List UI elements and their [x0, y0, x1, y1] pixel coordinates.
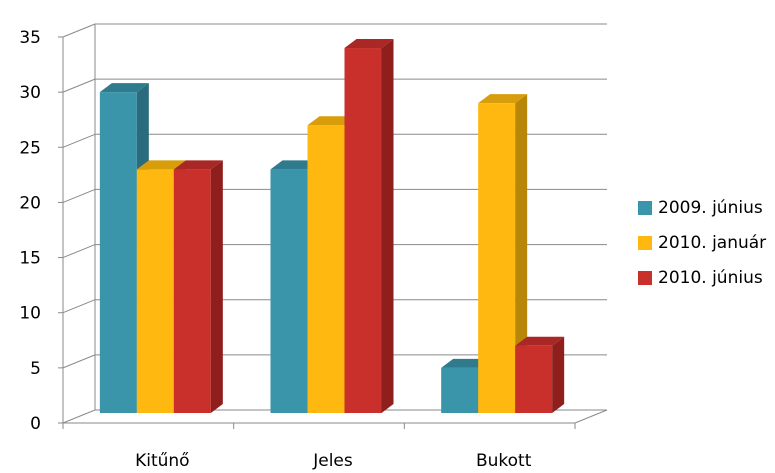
x-tick-label-0: Kitűnő	[135, 451, 190, 471]
y-tick-label-1: 5	[30, 359, 41, 379]
bar-front-2-2	[515, 345, 553, 413]
bar-top-0-2	[173, 160, 223, 170]
legend-swatch-2	[638, 270, 652, 285]
bar-side-0-2	[210, 160, 223, 413]
legend-item-2: 2010. június	[638, 260, 766, 295]
bar-front-0-1	[136, 169, 174, 413]
legend-label-0: 2009. június	[658, 197, 763, 218]
y-tick-label-7: 35	[19, 28, 41, 48]
floor-right-edge	[574, 409, 608, 424]
gridline-side-2	[62, 299, 96, 314]
bar-top-0-1	[136, 160, 186, 170]
bar-top-2-1	[478, 94, 528, 104]
bar-top-2-2	[515, 336, 565, 346]
y-tick-label-0: 0	[30, 414, 41, 434]
bar-front-1-0	[270, 169, 308, 413]
bar-2-1	[478, 94, 528, 414]
bar-side-2-1	[515, 94, 528, 414]
y-tick-label-5: 25	[19, 138, 41, 158]
bar-front-0-0	[99, 92, 137, 414]
bar-2-2	[515, 336, 565, 413]
gridline-side-4	[62, 188, 96, 203]
bar-top-1-1	[307, 116, 357, 126]
y-tick-label-6: 30	[19, 83, 41, 103]
y-tick-label-4: 20	[19, 193, 41, 213]
bar-top-0-0	[99, 83, 149, 93]
gridline-side-7	[62, 23, 96, 38]
bar-front-2-0	[441, 367, 479, 413]
gridline-side-6	[62, 78, 96, 93]
legend-swatch-0	[638, 200, 652, 215]
bar-1-2	[344, 39, 394, 414]
bar-side-2-2	[552, 336, 565, 413]
bar-top-1-2	[344, 39, 394, 49]
bar-0-2	[173, 160, 223, 413]
x-tick-label-1: Jeles	[312, 451, 353, 471]
legend-label-1: 2010. január	[658, 232, 767, 253]
bar-front-0-2	[173, 169, 211, 413]
gridline-side-0	[62, 409, 96, 424]
bars	[99, 39, 565, 414]
legend: 2009. június 2010. január 2010. június	[638, 190, 766, 295]
gridline-side-3	[62, 244, 96, 259]
y-tick-label-2: 10	[19, 304, 41, 324]
bar-front-2-1	[478, 103, 516, 414]
legend-item-1: 2010. január	[638, 225, 766, 260]
legend-label-2: 2010. június	[658, 267, 763, 288]
legend-swatch-1	[638, 235, 652, 250]
x-tick-label-2: Bukott	[476, 451, 532, 471]
bar-top-2-0	[441, 358, 491, 368]
bar-side-1-2	[381, 39, 394, 414]
axis-labels: 0 5 10 15 20 25 30 35 Kitűnő Jeles Bukott	[19, 28, 531, 471]
y-tick-label-3: 15	[19, 249, 41, 269]
gridline-side-5	[62, 133, 96, 148]
gridline-side-1	[62, 354, 96, 369]
bar-front-1-1	[307, 125, 345, 413]
bar-front-1-2	[344, 48, 382, 414]
bar-top-1-0	[270, 160, 320, 170]
axes	[58, 36, 608, 429]
legend-item-0: 2009. június	[638, 190, 766, 225]
